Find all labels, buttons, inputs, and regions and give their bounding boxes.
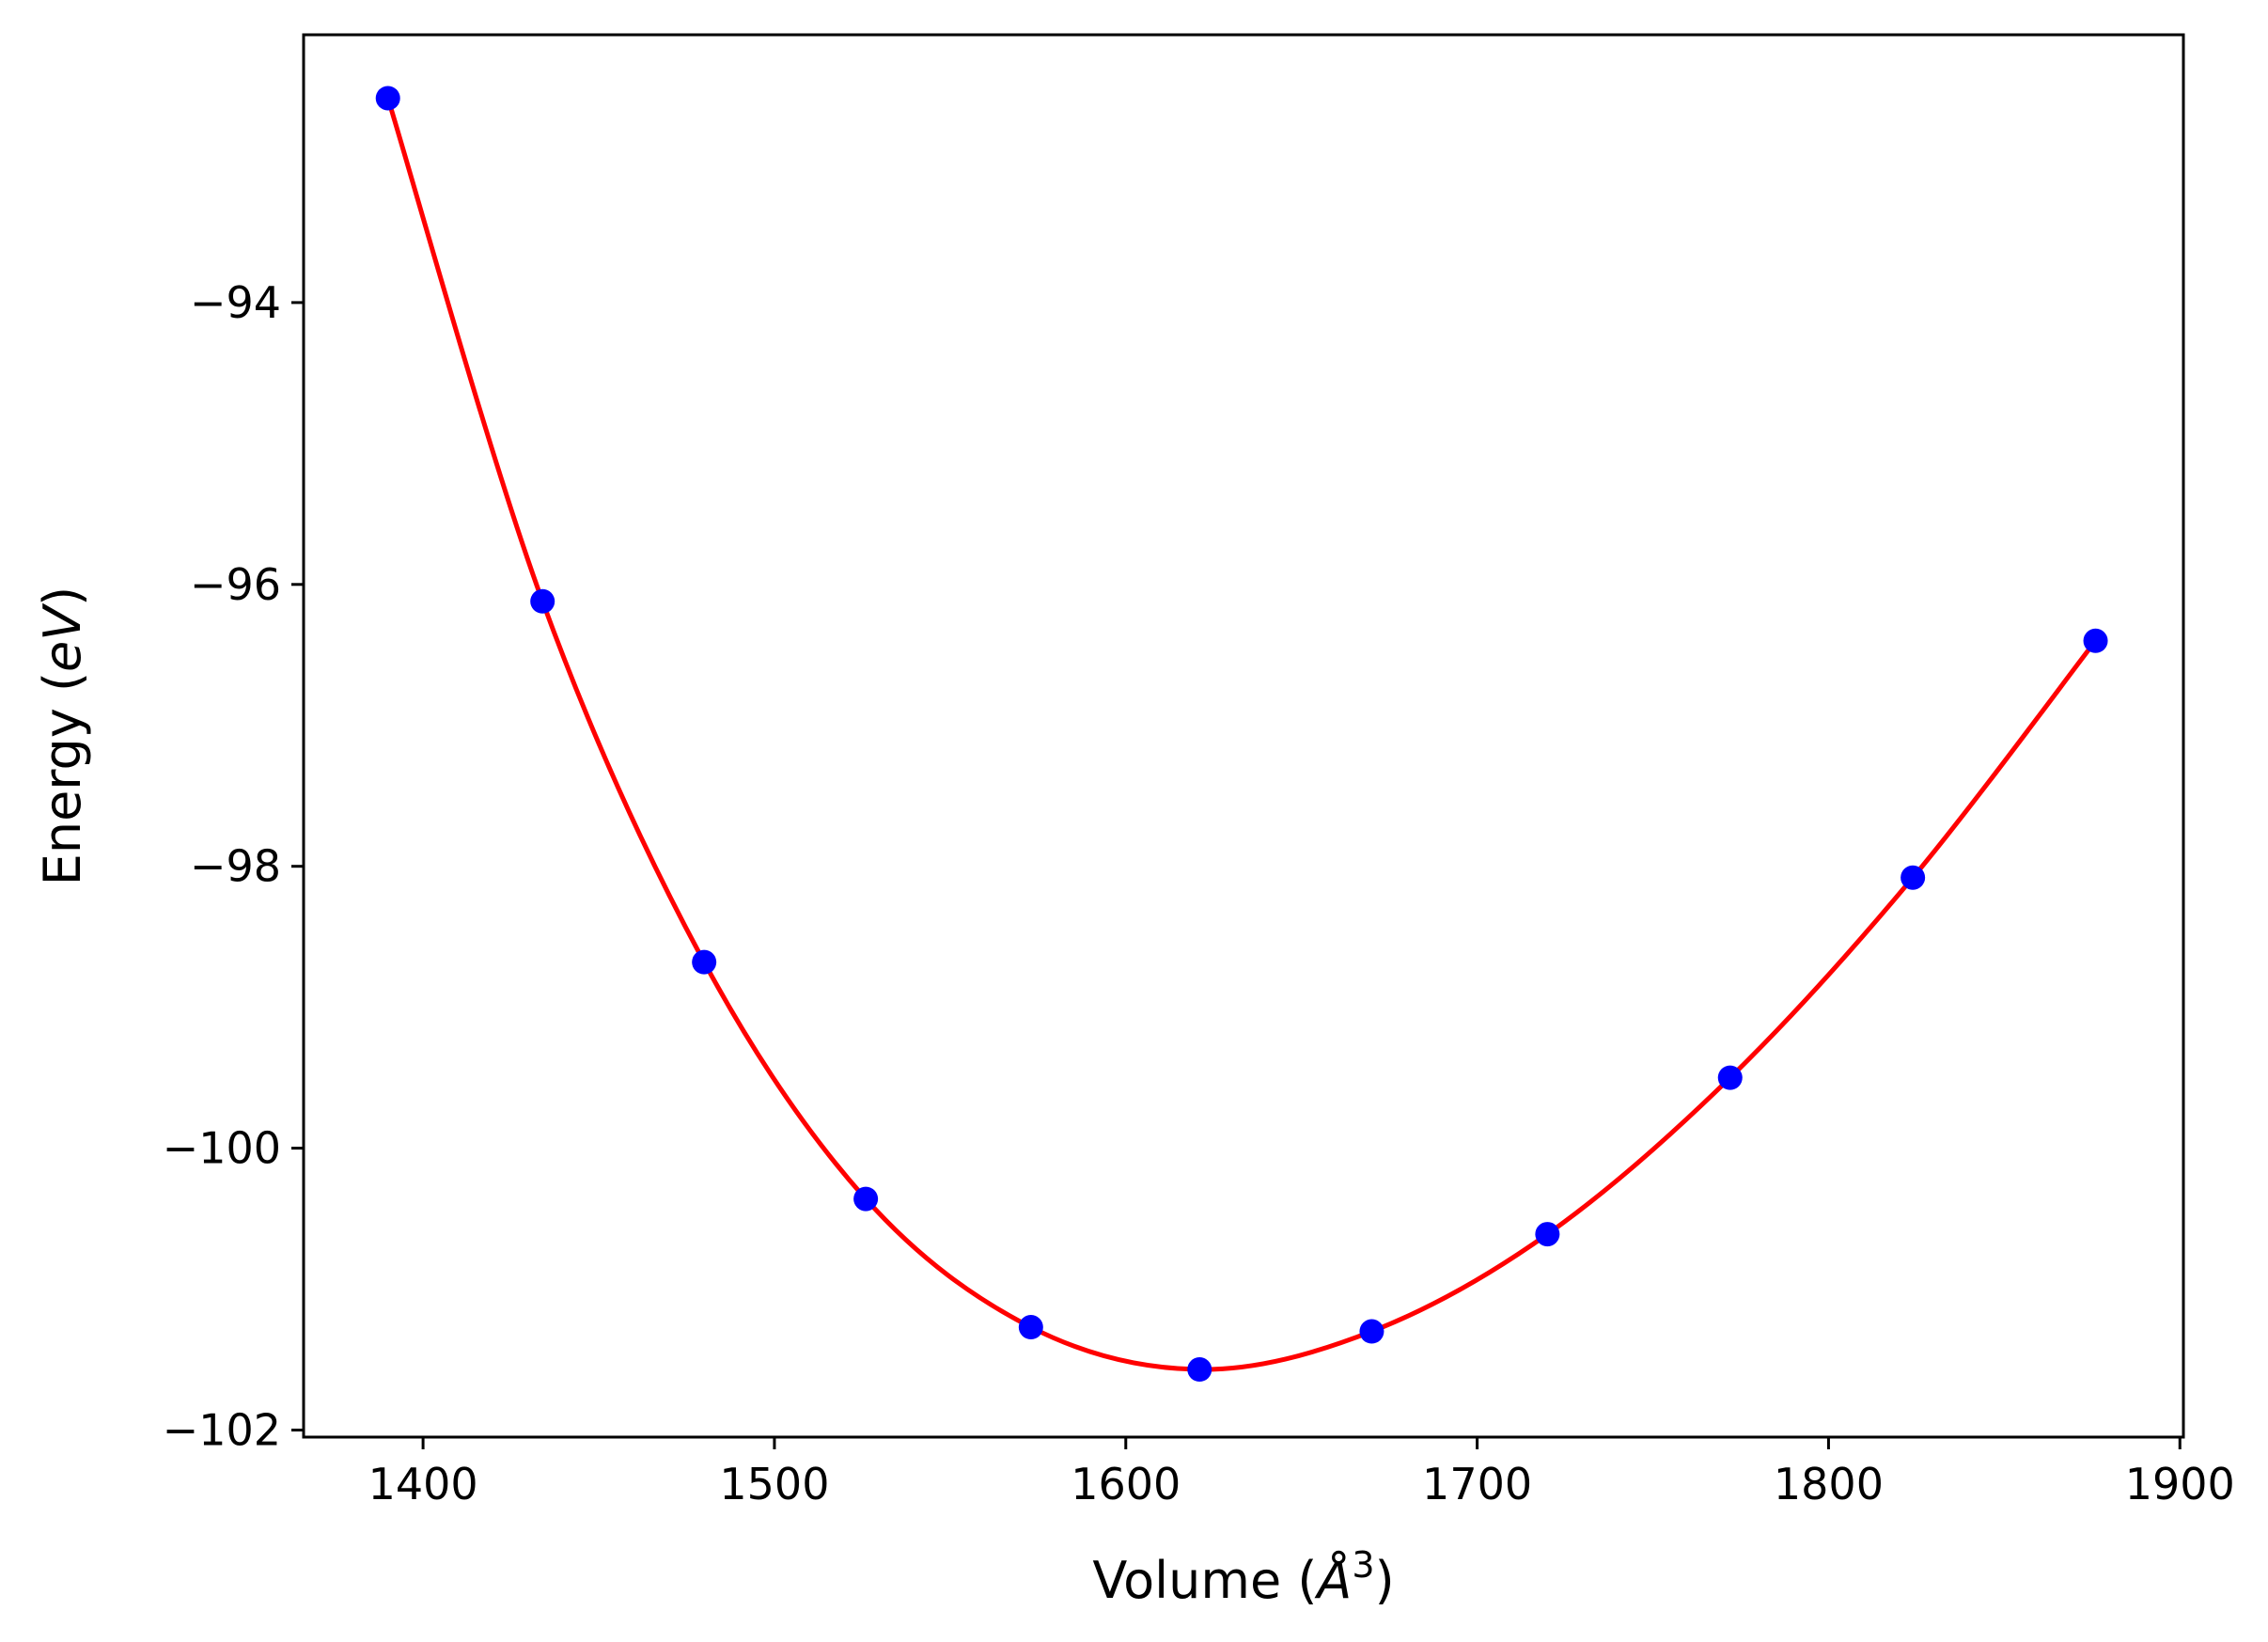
data-points	[375, 86, 2108, 1383]
data-point	[1187, 1357, 1212, 1383]
y-tick-label: −96	[190, 559, 281, 610]
y-axis-ticks: −102 −100 −98 −96 −94	[163, 277, 304, 1456]
x-axis-ticks: 1400 1500 1600 1700 1800 1900	[368, 1437, 2235, 1509]
x-axis-label: Volume (Å3)	[1092, 1544, 1394, 1610]
x-tick-label: 1700	[1422, 1459, 1532, 1509]
data-point	[2083, 628, 2108, 653]
data-point	[853, 1186, 879, 1212]
x-tick-label: 1600	[1071, 1459, 1181, 1509]
y-tick-label: −98	[190, 841, 281, 892]
data-point	[1535, 1222, 1560, 1247]
y-tick-label: −100	[163, 1123, 281, 1174]
plot-frame	[302, 33, 2185, 1439]
fit-curve-line	[385, 95, 2099, 1372]
plot-area	[375, 86, 2108, 1383]
data-point	[375, 86, 400, 111]
data-point	[530, 588, 555, 614]
data-point	[1900, 865, 1926, 890]
data-point	[692, 949, 717, 975]
x-tick-label: 1400	[368, 1459, 478, 1509]
x-tick-label: 1500	[719, 1459, 829, 1509]
data-point	[1359, 1319, 1384, 1344]
data-point	[1018, 1315, 1043, 1340]
data-point	[1717, 1065, 1743, 1090]
y-tick-label: −102	[163, 1405, 281, 1456]
x-tick-label: 1900	[2125, 1459, 2235, 1509]
x-tick-label: 1800	[1774, 1459, 1884, 1509]
y-tick-label: −94	[190, 277, 281, 328]
y-axis-label: Energy (eV)	[33, 586, 92, 886]
